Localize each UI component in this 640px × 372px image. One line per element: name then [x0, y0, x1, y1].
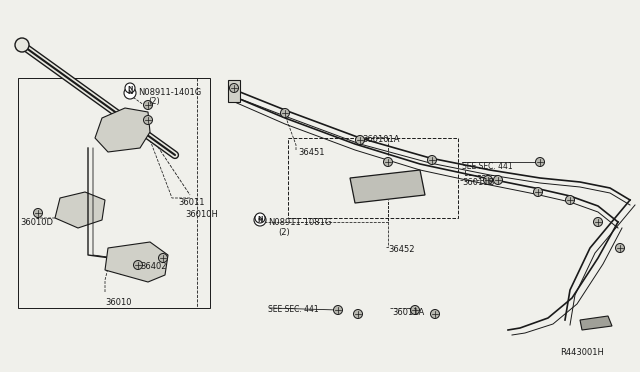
Bar: [18, 78, 210, 308]
Text: R443001H: R443001H: [560, 348, 604, 357]
Text: (2): (2): [278, 228, 290, 237]
Circle shape: [254, 214, 266, 226]
Text: (2): (2): [148, 97, 160, 106]
Polygon shape: [580, 316, 612, 330]
Circle shape: [593, 218, 602, 227]
Text: 36451: 36451: [298, 148, 324, 157]
Circle shape: [143, 115, 152, 125]
Text: SEE SEC. 441: SEE SEC. 441: [462, 162, 513, 171]
Circle shape: [566, 196, 575, 205]
Circle shape: [333, 305, 342, 314]
Circle shape: [255, 213, 265, 223]
Circle shape: [483, 176, 493, 185]
Circle shape: [616, 244, 625, 253]
Text: 36011B: 36011B: [462, 178, 494, 187]
Text: N08911-1081G: N08911-1081G: [268, 218, 332, 227]
Text: 36011: 36011: [178, 198, 205, 207]
Circle shape: [410, 305, 419, 314]
Circle shape: [534, 187, 543, 196]
Circle shape: [230, 83, 239, 93]
Text: N: N: [257, 215, 262, 221]
Circle shape: [15, 38, 29, 52]
Circle shape: [493, 176, 502, 185]
Circle shape: [134, 260, 143, 269]
Text: 36402: 36402: [140, 262, 166, 271]
Text: SEE SEC. 441: SEE SEC. 441: [268, 305, 319, 314]
Bar: [288, 138, 458, 218]
Circle shape: [159, 253, 168, 263]
Circle shape: [355, 135, 365, 144]
Polygon shape: [350, 170, 425, 203]
Text: N: N: [257, 218, 262, 222]
Polygon shape: [55, 192, 105, 228]
Circle shape: [428, 155, 436, 164]
Circle shape: [383, 157, 392, 167]
Bar: [228, 80, 240, 102]
Circle shape: [536, 157, 545, 167]
Text: 360101A: 360101A: [362, 135, 399, 144]
Circle shape: [431, 310, 440, 318]
Text: N: N: [127, 90, 132, 96]
Circle shape: [124, 87, 136, 99]
Circle shape: [143, 100, 152, 109]
Circle shape: [125, 83, 135, 93]
Text: 36011A: 36011A: [392, 308, 424, 317]
Text: N08911-1401G: N08911-1401G: [138, 88, 201, 97]
Circle shape: [280, 109, 289, 118]
Text: 36010: 36010: [105, 298, 131, 307]
Circle shape: [33, 208, 42, 218]
Text: 36010H: 36010H: [185, 210, 218, 219]
Circle shape: [353, 310, 362, 318]
Polygon shape: [95, 108, 150, 152]
Text: 36010D: 36010D: [20, 218, 53, 227]
Polygon shape: [105, 242, 168, 282]
Text: N: N: [127, 86, 132, 90]
Text: 36452: 36452: [388, 245, 415, 254]
